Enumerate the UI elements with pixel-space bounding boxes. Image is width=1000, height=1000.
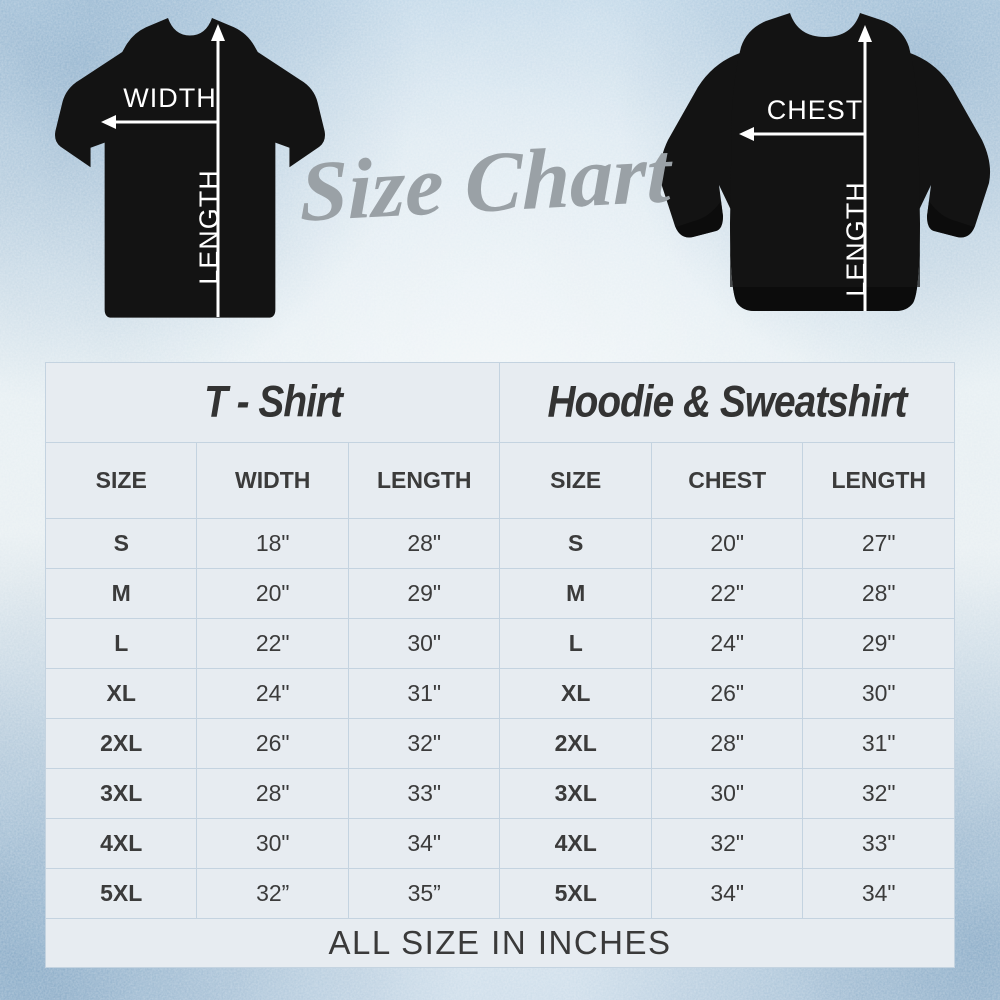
- svg-text:LENGTH: LENGTH: [841, 181, 871, 297]
- svg-text:WIDTH: WIDTH: [123, 83, 216, 113]
- svg-text:CHEST: CHEST: [767, 95, 864, 125]
- svg-text:LENGTH: LENGTH: [194, 169, 224, 285]
